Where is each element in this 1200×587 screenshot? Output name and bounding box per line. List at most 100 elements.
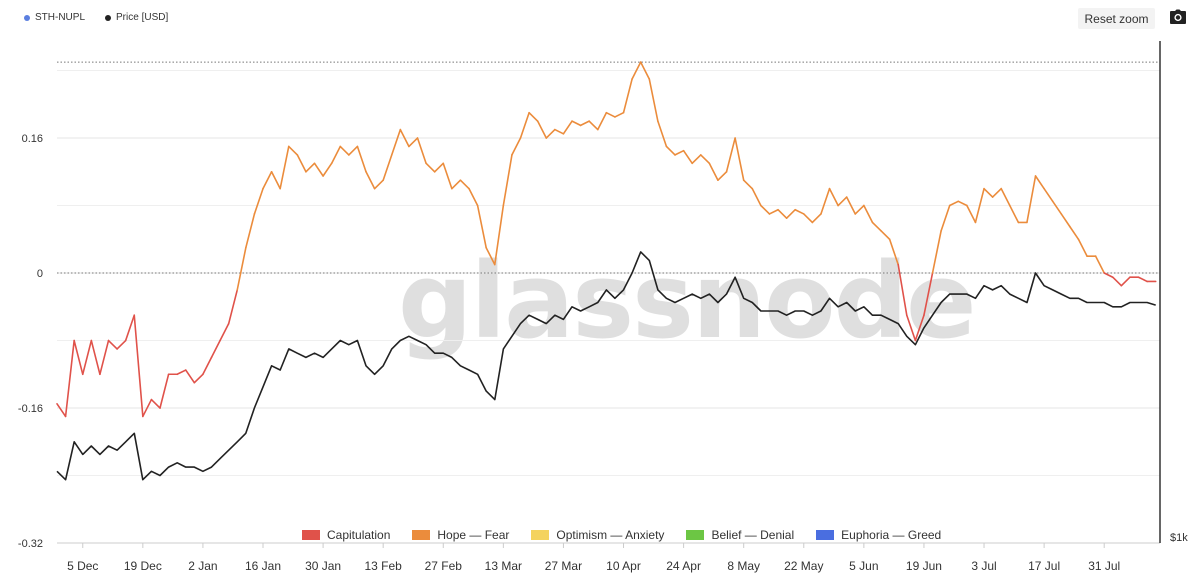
price-line <box>56 251 1156 481</box>
sth-nupl-segment <box>854 204 865 215</box>
x-tick-label: 19 Jun <box>906 559 942 573</box>
sth-nupl-segment <box>253 187 264 215</box>
sth-nupl-segment <box>888 238 899 266</box>
sth-nupl-segment <box>605 111 616 118</box>
phase-swatch <box>686 530 705 540</box>
phase-item-hope-fear[interactable]: Hope — Fear <box>412 528 509 542</box>
sth-nupl-segment <box>322 162 333 177</box>
sth-nupl-segment <box>845 196 857 215</box>
x-tick-label: 27 Feb <box>425 559 463 573</box>
sth-nupl-segment <box>356 145 367 173</box>
sth-nupl-segment <box>305 162 316 173</box>
y-right-tick-label: $1k <box>1170 532 1188 544</box>
sth-nupl-segment <box>648 78 659 122</box>
sth-nupl-segment <box>914 314 925 342</box>
sth-nupl-segment <box>948 200 960 207</box>
sth-nupl-segment <box>1111 276 1123 287</box>
camera-icon[interactable] <box>1169 9 1187 25</box>
sth-nupl-segment <box>227 289 239 325</box>
sth-nupl-segment <box>124 314 136 342</box>
sth-nupl-segment <box>390 128 402 156</box>
series-legend: STH-NUPL Price [USD] <box>24 12 168 23</box>
sth-nupl-segment <box>536 120 548 139</box>
phase-item-capitulation[interactable]: Capitulation <box>302 528 390 542</box>
sth-nupl-segment <box>330 145 342 165</box>
sth-nupl-segment <box>657 120 668 148</box>
sth-nupl-segment <box>184 369 196 384</box>
x-tick-label: 13 Mar <box>485 559 522 573</box>
sth-nupl-segment <box>1043 187 1054 203</box>
sth-nupl-segment <box>1060 213 1071 228</box>
x-tick-label: 8 May <box>727 559 760 573</box>
sth-nupl-segment <box>193 373 204 384</box>
phase-swatch <box>531 530 550 540</box>
sth-nupl-segment <box>768 208 779 215</box>
sth-nupl-segment <box>313 162 324 177</box>
sth-nupl-segment <box>596 111 608 131</box>
sth-nupl-segment <box>820 187 831 215</box>
sth-nupl-segment <box>365 170 376 190</box>
x-tick-label: 2 Jan <box>188 559 217 573</box>
sth-nupl-segment <box>734 137 745 182</box>
sth-nupl-segment <box>373 179 384 190</box>
sth-nupl-segment <box>142 398 153 418</box>
sth-nupl-segment <box>725 137 736 173</box>
x-tick-label: 30 Jan <box>305 559 341 573</box>
sth-nupl-segment <box>339 145 350 156</box>
sth-nupl-segment <box>991 187 1003 198</box>
sth-nupl-segment <box>760 204 771 215</box>
phase-item-belief-denial[interactable]: Belief — Denial <box>686 528 794 542</box>
sth-nupl-segment <box>717 170 728 182</box>
sth-nupl-segment <box>287 145 299 156</box>
sth-nupl-segment <box>133 314 144 418</box>
sth-nupl-segment <box>674 149 685 156</box>
x-tick-label: 5 Dec <box>67 559 98 573</box>
sth-nupl-segment <box>459 179 470 190</box>
sth-nupl-segment <box>1000 187 1011 207</box>
sth-nupl-segment <box>262 170 273 190</box>
sth-nupl-segment <box>863 204 874 224</box>
sth-nupl-segment <box>1094 255 1106 274</box>
sth-nupl-segment <box>416 137 427 165</box>
y-tick-label: -0.32 <box>18 538 43 550</box>
sth-nupl-segment <box>794 208 805 215</box>
sth-nupl-segment <box>665 145 676 156</box>
sth-nupl-segment <box>202 356 213 376</box>
sth-nupl-segment <box>1120 276 1131 287</box>
sth-nupl-segment <box>554 128 565 135</box>
sth-nupl-segment <box>751 187 762 207</box>
legend-item-sth-nupl[interactable]: STH-NUPL <box>24 12 85 23</box>
phase-label: Belief — Denial <box>711 528 795 542</box>
sth-nupl-segment <box>279 145 290 190</box>
sth-nupl-segment <box>940 204 951 232</box>
sth-nupl-segment <box>1077 238 1088 257</box>
sth-nupl-segment <box>219 322 230 342</box>
reset-zoom-button[interactable]: Reset zoom <box>1078 8 1155 29</box>
legend-dot-price <box>105 14 112 21</box>
sth-nupl-segment <box>1008 204 1020 224</box>
phase-item-optimism-anxiety[interactable]: Optimism — Anxiety <box>531 528 664 542</box>
sth-nupl-segment <box>699 154 711 165</box>
sth-nupl-segment <box>708 162 719 182</box>
sth-nupl-segment <box>81 339 93 376</box>
phase-swatch <box>302 530 320 540</box>
sth-nupl-segment <box>519 111 530 139</box>
sth-nupl-segment <box>571 120 582 127</box>
legend-item-price[interactable]: Price [USD] <box>105 12 168 23</box>
x-tick-label: 5 Jun <box>849 559 878 573</box>
sth-nupl-segment <box>64 339 75 418</box>
phase-label: Capitulation <box>327 528 391 542</box>
sth-nupl-segment <box>493 204 505 266</box>
sth-nupl-segment <box>545 128 556 139</box>
sth-nupl-segment <box>983 187 994 198</box>
sth-nupl-segment <box>1103 272 1114 279</box>
sth-nupl-segment <box>631 61 642 80</box>
sth-nupl-segment <box>468 187 479 207</box>
sth-nupl-segment <box>931 230 942 274</box>
sth-nupl-segment <box>382 154 393 182</box>
y-tick-label: 0.16 <box>22 133 43 145</box>
sth-nupl-segment <box>511 137 522 156</box>
phase-item-euphoria-greed[interactable]: Euphoria — Greed <box>816 528 941 542</box>
sth-nupl-segment <box>348 145 359 156</box>
